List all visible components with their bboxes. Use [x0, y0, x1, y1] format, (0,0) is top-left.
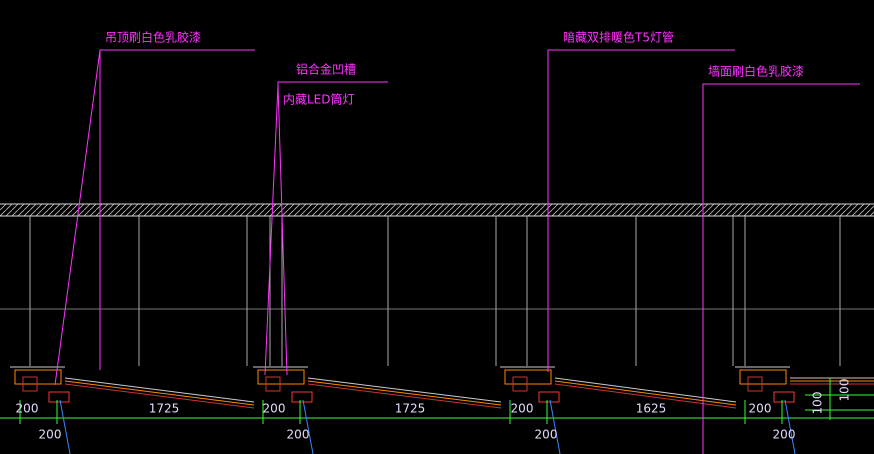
trough-cap: [773, 391, 795, 403]
annotation: 墙面刷白色乳胶漆: [708, 64, 804, 79]
annotation: 吊顶刷白色乳胶漆: [105, 30, 201, 45]
trough-inner: [747, 376, 763, 392]
slope: [64, 383, 255, 409]
dimension: 200: [511, 402, 534, 416]
trough-inner: [512, 376, 528, 392]
slope: [307, 380, 502, 406]
pointer: [549, 399, 561, 454]
trough: [739, 369, 787, 385]
leader: [547, 49, 735, 372]
dimension: 200: [535, 428, 558, 442]
dimension: 200: [773, 428, 796, 442]
slope: [554, 383, 737, 409]
trough-cap: [538, 391, 560, 403]
dimension: 200: [287, 428, 310, 442]
dimension: 200: [39, 428, 62, 442]
annotation: 铝合金凹槽: [296, 62, 356, 77]
trough-cap: [291, 391, 313, 403]
trough: [257, 369, 305, 385]
leader: [264, 84, 288, 376]
slope: [554, 380, 737, 406]
slope: [64, 377, 255, 403]
pointer: [784, 399, 796, 454]
dimension: 1625: [636, 402, 667, 416]
trough-cap: [48, 391, 70, 403]
slab: [0, 204, 874, 216]
leaders: [54, 49, 860, 454]
trough-inner: [22, 376, 38, 392]
slope: [554, 377, 737, 403]
slope: [64, 380, 255, 406]
dimension: 100: [811, 392, 825, 415]
leader: [54, 49, 255, 386]
slope: [307, 377, 502, 403]
dimension: 100: [838, 379, 852, 402]
pointer: [59, 399, 71, 454]
dimension: 1725: [149, 402, 180, 416]
ceiling: [10, 216, 874, 454]
dimension: 200: [16, 402, 39, 416]
trough-inner: [265, 376, 281, 392]
trough: [14, 369, 62, 385]
annotation: 内藏LED筒灯: [283, 92, 355, 107]
dimension: 1725: [395, 402, 426, 416]
dimension: 200: [263, 402, 286, 416]
pointer: [302, 399, 314, 454]
slope: [307, 383, 502, 409]
leader: [277, 81, 388, 85]
trough: [504, 369, 552, 385]
annotation: 暗藏双排暖色T5灯管: [563, 30, 674, 45]
dimension: 200: [749, 402, 772, 416]
leader: [702, 83, 860, 454]
